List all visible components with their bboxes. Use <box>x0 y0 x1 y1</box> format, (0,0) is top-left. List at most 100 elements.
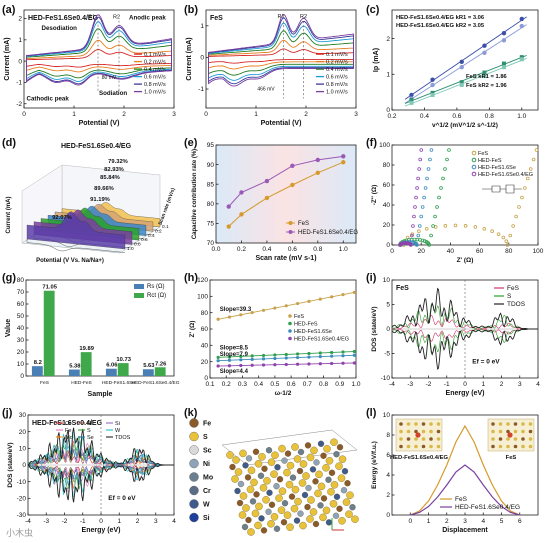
y-tick-label: 80 <box>201 310 209 317</box>
data-point <box>482 50 487 56</box>
scan-rate-tick: 0.4 <box>148 233 155 239</box>
y-tick-label: 1 <box>200 23 204 30</box>
atom <box>289 474 297 481</box>
atom <box>249 498 257 505</box>
category-label: HED-FeS <box>71 380 92 386</box>
atom <box>266 489 273 496</box>
atom <box>421 429 426 434</box>
atom <box>267 458 276 466</box>
fit-line <box>404 24 527 104</box>
y-tick-label: 0 <box>386 512 390 519</box>
atom-legend-marker <box>189 458 199 469</box>
category-label: FeS <box>40 380 49 386</box>
legend-label: S <box>87 428 91 434</box>
data-point <box>410 233 414 238</box>
x-tick-label: 1.0 <box>351 381 360 388</box>
x-tick-label: 0.2 <box>237 246 246 253</box>
data-point <box>430 82 435 88</box>
atom <box>309 466 317 473</box>
y-tick-label: 95 <box>207 142 215 149</box>
y-tick-label: 40 <box>201 343 209 350</box>
data-point <box>341 292 345 297</box>
atom <box>288 493 296 500</box>
y-axis-label: DOS (state/eV) <box>7 442 14 487</box>
atom <box>333 493 341 500</box>
atom <box>414 429 418 434</box>
panel-label: (e) <box>184 137 198 149</box>
x-tick-label: 0.5 <box>270 381 279 388</box>
data-point <box>459 83 464 87</box>
atom <box>286 523 294 531</box>
legend-label: HED-FeS1.6Se <box>294 329 332 335</box>
atom <box>262 496 270 504</box>
data-point <box>264 178 270 184</box>
y-axis-label: Current (mA) <box>6 196 12 233</box>
data-point <box>273 356 277 361</box>
x-tick-label: 6 <box>518 518 522 525</box>
atom <box>406 444 411 449</box>
data-point <box>318 355 322 359</box>
data-point <box>261 308 266 312</box>
atom <box>513 444 518 449</box>
y-tick-label: 70 <box>17 289 25 296</box>
data-point <box>227 358 232 362</box>
x-tick-label: 1.0 <box>517 113 526 120</box>
data-point <box>239 363 243 368</box>
fit-line <box>404 54 527 104</box>
atom-legend-label: S <box>203 434 208 441</box>
atom <box>265 447 273 454</box>
x-tick-label: -1 <box>444 381 450 388</box>
atom <box>298 479 307 487</box>
legend-label: 0.4 mV/s <box>326 67 348 73</box>
legend-label: HED-FeS <box>294 322 318 328</box>
atom <box>429 422 433 426</box>
atom-legend-label: Cr <box>203 488 211 495</box>
data-point <box>501 38 507 43</box>
data-point <box>425 176 429 181</box>
data-point <box>433 214 437 219</box>
atom <box>281 457 288 464</box>
atom <box>421 437 426 441</box>
y-axis-label: Ip (mA) <box>373 48 380 72</box>
atom <box>263 477 271 485</box>
x-tick-label: -4 <box>389 381 395 388</box>
legend-label: HED-FeS1.6Se0.4/EG <box>455 504 520 511</box>
y-tick-label: 75 <box>207 221 215 228</box>
x-tick-label: -4 <box>25 518 31 525</box>
watermark: 小木虫 <box>6 528 34 538</box>
atom <box>436 422 441 426</box>
x-tick-label: 0.8 <box>319 381 328 388</box>
bar-value-label: 5.38 <box>69 364 81 370</box>
data-point <box>261 363 266 367</box>
legend-label: HED-FeS1.6Se0.4/EG kR2 = 3.05 <box>396 23 485 29</box>
y-tick-label: -2 <box>16 101 22 108</box>
legend-label: 0.4 mV/s <box>144 67 166 73</box>
data-point <box>284 352 288 357</box>
data-point <box>441 176 445 181</box>
fit-line <box>404 16 527 100</box>
annotation: R1 <box>88 15 95 21</box>
y-tick-label: 100 <box>379 142 390 149</box>
y-tick-label: 0 <box>386 326 390 333</box>
x-tick-label: -2 <box>62 518 68 525</box>
y-tick-label: 100 <box>197 294 208 301</box>
percentage-label: 79.32% <box>108 159 128 165</box>
data-point <box>239 313 243 317</box>
atom <box>267 520 275 528</box>
warburg-chart: 0.1 0.2 0.3 0.4 0.5 0.6 0.7 0.8 0.9 1.0 0 20 40 60 80 1… <box>189 277 361 397</box>
atom <box>338 455 347 463</box>
x-tick-label: 4 <box>172 518 176 525</box>
data-point <box>330 354 334 358</box>
data-point <box>426 167 431 171</box>
chart-title: HED-FeS1.6Se0.4/EG <box>61 143 132 150</box>
atom <box>327 488 335 496</box>
legend-marker <box>288 329 292 333</box>
y-tick-label: 80 <box>207 201 215 208</box>
slope-label: Slope=4.4 <box>220 369 249 375</box>
atom <box>304 503 311 511</box>
x-tick-label: 0 <box>408 518 412 525</box>
atom <box>291 443 299 451</box>
percentage-label: 91.19% <box>90 197 110 203</box>
atom <box>260 527 268 534</box>
data-point <box>296 352 300 356</box>
